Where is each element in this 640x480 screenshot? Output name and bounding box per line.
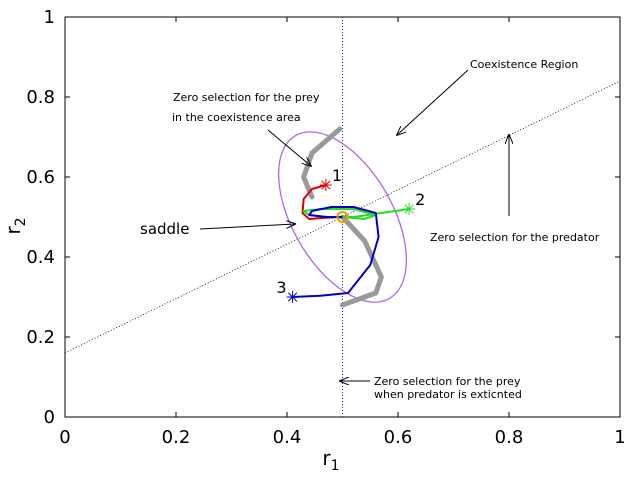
x-tick-label: 0: [59, 427, 70, 448]
tick-group: 0 0.2 0.4 0.6 0.8 1 0 0.2 0.4 0.6 0.8 1: [26, 7, 625, 448]
x-axis-label-sub: 1: [331, 458, 340, 474]
annotation-saddle: saddle: [140, 220, 189, 238]
start-marker-2: [404, 204, 414, 214]
x-tick-label: 1: [614, 427, 625, 448]
x-tick-label: 0.6: [384, 427, 413, 448]
start-marker-1: [321, 180, 331, 190]
x-axis-label: r1: [322, 446, 339, 474]
arrow-prey-coexist: [267, 129, 311, 166]
trajectory-3: [292, 206, 380, 298]
annotation-prey-coexist-2: in the coexistence area: [172, 111, 301, 124]
y-axis-label: r2: [1, 217, 29, 234]
y-tick-label: 0: [44, 407, 55, 428]
prey-zero-selection-curve: [340, 214, 384, 308]
label-group: 1 2 3: [276, 166, 425, 297]
y-tick-label: 0.2: [26, 327, 55, 348]
y-tick-label: 0.6: [26, 167, 55, 188]
x-tick-label: 0.8: [495, 427, 524, 448]
trajectory-label-1: 1: [332, 166, 342, 185]
arrow-coexistence: [397, 69, 469, 135]
trajectory-label-3: 3: [276, 278, 286, 297]
y-tick-label: 1: [44, 7, 55, 28]
x-tick-label: 0.2: [162, 427, 191, 448]
annotation-prey-coexist-1: Zero selection for the prey: [173, 91, 320, 104]
y-tick-label: 0.4: [26, 247, 55, 268]
start-marker-3: [287, 292, 298, 302]
annotation-predator: Zero selection for the predator: [430, 231, 600, 244]
annotation-coexistence: Coexistence Region: [470, 58, 578, 71]
coexistence-ellipse: [277, 131, 408, 303]
annotation-prey-extinct-2: when predator is exticnted: [374, 388, 522, 401]
trajectory-2: [302, 208, 410, 220]
arrow-saddle: [199, 224, 295, 230]
trajectory-label-2: 2: [415, 190, 425, 209]
annotation-prey-extinct-1: Zero selection for the prey: [374, 375, 521, 388]
saddle-marker: [336, 211, 349, 223]
y-tick-label: 0.8: [26, 87, 55, 108]
x-tick-label: 0.4: [273, 427, 302, 448]
y-axis-label-sub: 2: [13, 217, 29, 226]
